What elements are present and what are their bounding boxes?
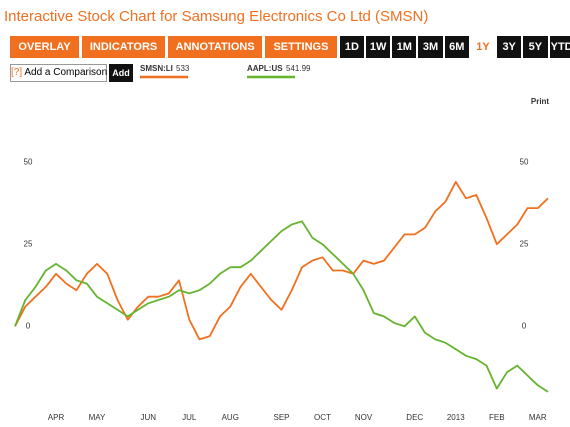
x-tick-label: SEP xyxy=(273,413,289,422)
legend-value: 541.99 xyxy=(286,64,311,73)
y-tick-label-right: 0 xyxy=(522,321,527,330)
print-link[interactable]: Print xyxy=(531,97,550,106)
range-button[interactable]: 5Y xyxy=(523,36,548,58)
range-button[interactable]: 3M xyxy=(418,36,443,58)
y-tick-label-right: 50 xyxy=(520,157,529,166)
legend-name: AAPL:US xyxy=(247,64,283,73)
x-tick-label: NOV xyxy=(355,413,373,422)
y-tick-label-right: 25 xyxy=(520,239,529,248)
x-tick-label: APR xyxy=(48,413,65,422)
range-button[interactable]: 1W xyxy=(365,36,391,58)
toolbar: OVERLAY INDICATORS ANNOTATIONS SETTINGS 1D 1W… xyxy=(10,36,570,58)
range-button[interactable]: 3Y xyxy=(497,36,522,58)
x-tick-label: JUL xyxy=(182,413,197,422)
y-tick-label: 25 xyxy=(24,239,33,248)
y-tick-label: 0 xyxy=(26,321,31,330)
x-tick-label: MAY xyxy=(89,413,106,422)
placeholder: Add a Comparison xyxy=(24,67,108,78)
help-link[interactable]: [?] xyxy=(11,67,23,78)
range-button[interactable]: 6M xyxy=(444,36,469,58)
x-tick-label: AUG xyxy=(222,413,239,422)
comparison-input[interactable]: [?] Add a Comparison xyxy=(10,64,107,82)
range-button[interactable]: 1Y xyxy=(470,36,496,58)
menu-button[interactable]: ANNOTATIONS xyxy=(168,36,264,58)
add-button[interactable]: Add xyxy=(109,64,133,82)
legend-value: 533 xyxy=(176,64,190,73)
menu-button[interactable]: SETTINGS xyxy=(265,36,338,58)
x-tick-label: 2013 xyxy=(447,413,465,422)
x-tick-label: FEB xyxy=(489,413,505,422)
range-button[interactable]: 1M xyxy=(392,36,417,58)
legend-name: SMSN:LI xyxy=(140,64,173,73)
x-tick-label: MAR xyxy=(529,413,547,422)
x-tick-label: JUN xyxy=(140,413,156,422)
series-line xyxy=(14,181,549,341)
series-line xyxy=(14,220,549,393)
menu-button[interactable]: INDICATORS xyxy=(81,36,167,58)
page-title: Interactive Stock Chart for Samsung Elec… xyxy=(4,8,429,25)
y-tick-label: 50 xyxy=(24,157,33,166)
x-tick-label: OCT xyxy=(314,413,331,422)
x-tick-label: DEC xyxy=(406,413,423,422)
range-button[interactable]: YTD xyxy=(549,36,570,58)
menu-button[interactable]: OVERLAY xyxy=(10,36,80,58)
range-button[interactable]: 1D xyxy=(339,36,364,58)
